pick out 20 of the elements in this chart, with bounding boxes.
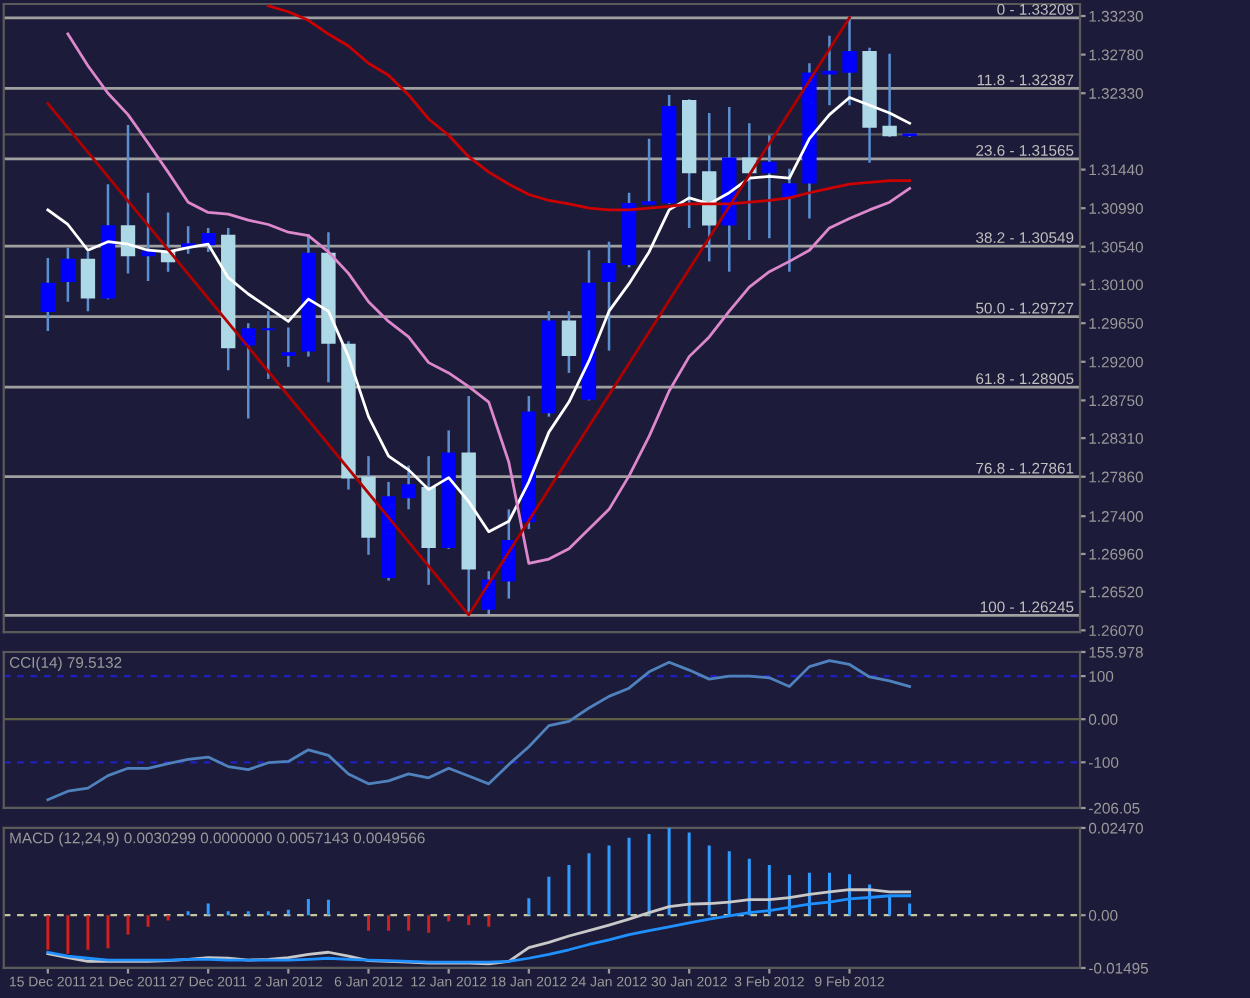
candlestick [40,256,56,333]
candlestick [782,167,797,273]
line-series [66,32,912,565]
candlestick [60,246,76,303]
candlestick [401,464,416,511]
candlestick [200,226,216,254]
candlestick [842,16,857,107]
line-series [46,96,912,534]
candlestick [281,326,296,369]
candlestick [80,250,96,313]
candlestick [241,321,256,420]
candlestick [641,137,657,206]
line-series [266,4,912,212]
candlestick [822,34,837,107]
candlestick [561,309,577,375]
candlestick [762,134,777,240]
candlestick [261,309,276,381]
candlestick [882,52,897,139]
candlestick [180,224,196,255]
candlestick [601,240,617,352]
